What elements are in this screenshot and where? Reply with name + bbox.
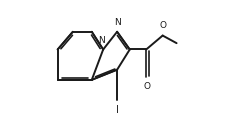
Text: N: N <box>114 18 121 27</box>
Text: O: O <box>143 82 150 91</box>
Text: I: I <box>116 105 119 115</box>
Text: N: N <box>99 36 105 45</box>
Text: O: O <box>160 22 167 31</box>
